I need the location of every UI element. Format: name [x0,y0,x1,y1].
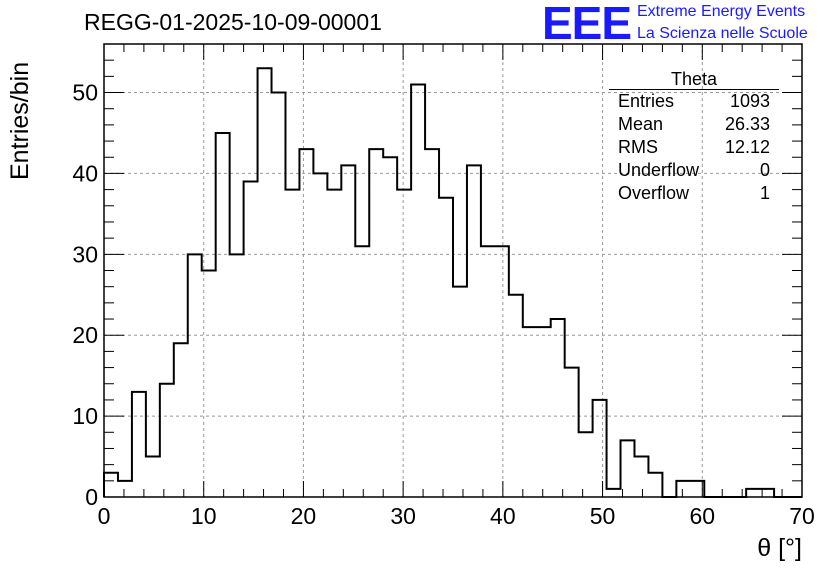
run-title: REGG-01-2025-10-09-00001 [84,9,382,35]
logo-line-1: Extreme Energy Events [637,3,806,20]
x-tick-label: 50 [590,503,616,529]
stats-row-mean: Mean 26.33 [609,113,779,136]
histogram-bin [634,457,648,497]
histogram-bin [579,432,593,497]
y-tick-label: 50 [72,80,98,106]
histogram-bin [537,327,551,497]
histogram-bin [160,384,174,497]
histogram-bin [244,182,258,497]
histogram-bin [439,198,453,497]
stats-label: Mean [618,114,664,134]
stats-row-underflow: Underflow 0 [609,159,779,182]
y-tick-label: 40 [72,160,98,186]
y-tick-label: 30 [72,241,98,267]
histogram-bin [355,246,369,497]
stats-label: Entries [618,91,675,111]
histogram-bin [676,481,690,497]
x-tick-label: 20 [291,503,317,529]
histogram-bin [216,133,230,497]
x-tick-label: 10 [191,503,217,529]
x-tick-label: 30 [390,503,416,529]
histogram-bin [481,246,495,497]
stats-value: 12.12 [724,137,770,157]
histogram-bin [174,343,188,497]
stats-label: Overflow [618,183,690,203]
histogram-bin [509,295,523,497]
stats-title: Theta [609,67,779,90]
eee-logo: EEE [542,0,632,49]
stats-label: Underflow [618,160,700,180]
histogram-bin [467,165,481,497]
histogram-bin [495,246,509,497]
y-tick-label: 0 [85,484,98,510]
histogram-bin [327,190,341,497]
y-tick-label: 10 [72,403,98,429]
stats-value: 0 [759,160,770,180]
histogram-bin [369,149,383,497]
logo-line-2: La Scienza nelle Scuole [637,25,808,42]
stats-value: 1 [759,183,770,203]
stats-box: Theta Entries 1093 Mean 26.33 RMS 12.12 … [609,67,779,205]
histogram-bin [648,473,662,497]
histogram-bin [341,165,355,497]
y-tick-label: 20 [72,322,98,348]
histogram-bin [230,254,244,497]
histogram-bin [397,190,411,497]
histogram-bin [746,489,760,497]
histogram-bin [621,440,635,497]
stats-value: 26.33 [724,114,770,134]
histogram-bin [425,149,439,497]
stats-row-entries: Entries 1093 [609,90,779,113]
histogram-bin [272,93,286,497]
histogram-bin [411,84,425,497]
histogram-bin [593,400,607,497]
x-tick-label: 70 [789,503,815,529]
x-tick-label: 40 [490,503,516,529]
histogram-bin [607,489,621,497]
stats-row-rms: RMS 12.12 [609,136,779,159]
histogram-bin [258,68,272,497]
y-axis-label: Entries/bin [6,61,34,180]
x-tick-label: 0 [98,503,111,529]
histogram-bin [523,327,537,497]
histogram-bin [104,473,118,497]
x-axis-label: θ [°] [757,534,802,562]
stats-value: 1093 [729,91,770,111]
histogram-bin [118,481,132,497]
stats-label: RMS [618,137,658,157]
histogram-bin [551,319,565,497]
stats-row-overflow: Overflow 1 [609,182,779,205]
histogram-bin [453,287,467,497]
histogram-line [103,67,802,498]
histogram-bin [188,254,202,497]
x-tick-label: 60 [689,503,715,529]
histogram-bin [299,149,313,497]
plot-frame [103,43,803,498]
histogram-bin [285,190,299,497]
histogram-bin [565,368,579,497]
histogram-bin [132,392,146,497]
histogram-bin [146,457,160,497]
histogram-bin [383,157,397,497]
